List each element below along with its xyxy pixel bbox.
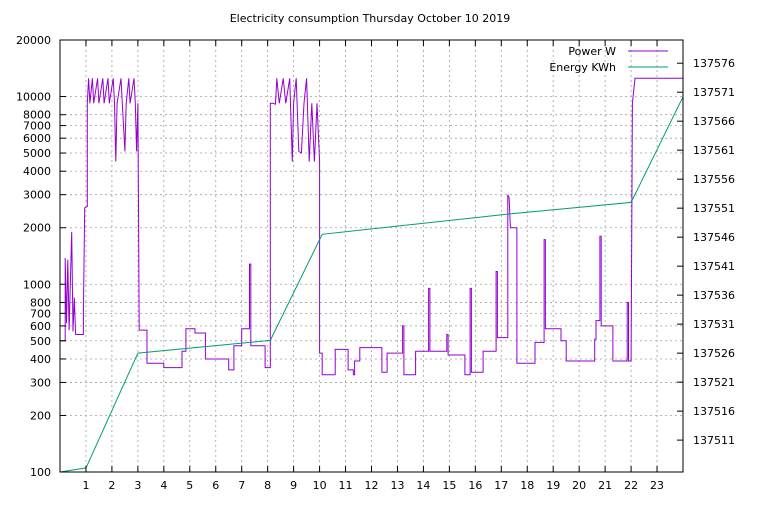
legend: Power W Energy KWh bbox=[549, 45, 668, 74]
x-tick-label: 23 bbox=[650, 479, 664, 492]
x-tick-label: 2 bbox=[108, 479, 115, 492]
y2-tick-label: 137561 bbox=[693, 144, 735, 157]
y2-tick-label: 137511 bbox=[693, 434, 735, 447]
x-tick-label: 5 bbox=[186, 479, 193, 492]
y-tick-label: 4000 bbox=[23, 165, 51, 178]
y-tick-label: 200 bbox=[30, 409, 51, 422]
y2-tick-label: 137571 bbox=[693, 86, 735, 99]
x-tick-label: 12 bbox=[365, 479, 379, 492]
y2-tick-label: 137556 bbox=[693, 173, 735, 186]
y2-tick-label: 137566 bbox=[693, 115, 735, 128]
power-series-line bbox=[60, 77, 683, 376]
y-tick-label: 400 bbox=[30, 353, 51, 366]
x-tick-label: 21 bbox=[598, 479, 612, 492]
x-tick-label: 17 bbox=[494, 479, 508, 492]
y-tick-label: 500 bbox=[30, 335, 51, 348]
x-tick-label: 22 bbox=[624, 479, 638, 492]
x-tick-label: 13 bbox=[390, 479, 404, 492]
axis-layer: 1 2 3 4 5 6 7 8 9 10 11 12 13 14 15 16 17 18 19 20 21 22 23100… bbox=[16, 34, 735, 492]
y2-tick-label: 137536 bbox=[693, 289, 735, 302]
x-tick-label: 14 bbox=[416, 479, 430, 492]
y-tick-label: 3000 bbox=[23, 189, 51, 202]
y2-tick-label: 137551 bbox=[693, 202, 735, 215]
y-tick-label: 20000 bbox=[16, 34, 51, 47]
y2-tick-label: 137531 bbox=[693, 318, 735, 331]
x-tick-label: 20 bbox=[572, 479, 586, 492]
y2-tick-label: 137546 bbox=[693, 231, 735, 244]
x-tick-label: 6 bbox=[212, 479, 219, 492]
y-tick-label: 6000 bbox=[23, 132, 51, 145]
chart-title: Electricity consumption Thursday October… bbox=[230, 12, 511, 25]
y-tick-label: 700 bbox=[30, 307, 51, 320]
y-tick-label: 600 bbox=[30, 320, 51, 333]
x-tick-label: 8 bbox=[264, 479, 271, 492]
x-tick-label: 1 bbox=[82, 479, 89, 492]
grid-layer bbox=[60, 39, 683, 473]
y2-tick-label: 137526 bbox=[693, 347, 735, 360]
y-tick-label: 300 bbox=[30, 376, 51, 389]
y-tick-label: 5000 bbox=[23, 147, 51, 160]
y2-tick-label: 137576 bbox=[693, 57, 735, 70]
y2-tick-label: 137521 bbox=[693, 376, 735, 389]
x-tick-label: 4 bbox=[160, 479, 167, 492]
x-tick-label: 16 bbox=[468, 479, 482, 492]
y-tick-label: 800 bbox=[30, 296, 51, 309]
energy-series-line bbox=[59, 96, 684, 473]
x-tick-label: 10 bbox=[313, 479, 327, 492]
x-tick-label: 15 bbox=[442, 479, 456, 492]
y-tick-label: 10000 bbox=[16, 91, 51, 104]
y-tick-label: 2000 bbox=[23, 222, 51, 235]
x-tick-label: 9 bbox=[290, 479, 297, 492]
plot-frame bbox=[59, 39, 684, 473]
x-tick-label: 11 bbox=[339, 479, 353, 492]
legend-label: Energy KWh bbox=[549, 61, 616, 74]
y2-tick-label: 137516 bbox=[693, 405, 735, 418]
x-tick-label: 18 bbox=[520, 479, 534, 492]
legend-label: Power W bbox=[568, 45, 616, 58]
y-tick-label: 7000 bbox=[23, 120, 51, 133]
y-tick-label: 100 bbox=[30, 466, 51, 479]
x-tick-label: 7 bbox=[238, 479, 245, 492]
y-tick-label: 8000 bbox=[23, 109, 51, 122]
y-tick-label: 1000 bbox=[23, 278, 51, 291]
x-tick-label: 3 bbox=[134, 479, 141, 492]
x-tick-label: 19 bbox=[546, 479, 560, 492]
y2-tick-label: 137541 bbox=[693, 260, 735, 273]
series-layer bbox=[59, 77, 684, 473]
